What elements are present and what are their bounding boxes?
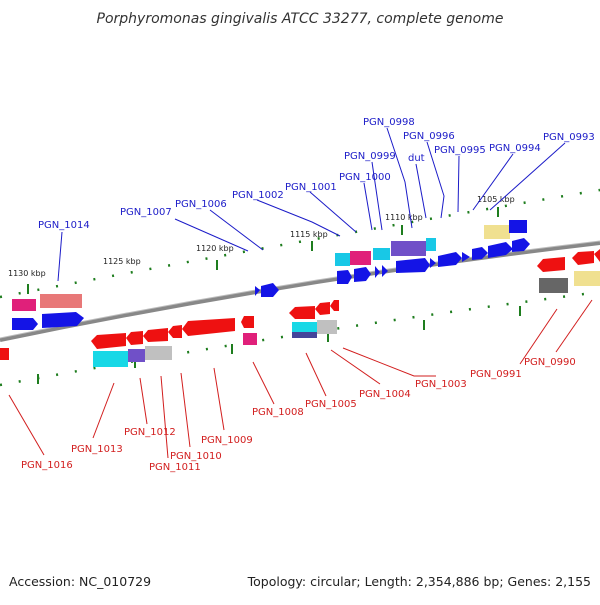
gene-label[interactable]: dut bbox=[408, 153, 425, 164]
gene-arrow-forward[interactable] bbox=[512, 238, 530, 252]
gene-arrow-forward[interactable] bbox=[396, 258, 430, 273]
gene-arrow-reverse[interactable] bbox=[0, 348, 9, 360]
cog-block[interactable] bbox=[243, 333, 257, 345]
gene-label[interactable]: PGN_1004 bbox=[359, 389, 411, 400]
scale-label: 1130 kbp bbox=[8, 269, 46, 278]
gene-label[interactable]: PGN_1002 bbox=[232, 190, 284, 201]
cog-block[interactable] bbox=[350, 251, 371, 265]
gene-label[interactable]: PGN_0999 bbox=[344, 151, 396, 162]
gene-arrow-forward[interactable] bbox=[382, 265, 388, 277]
gene-arrow-reverse[interactable] bbox=[330, 300, 339, 311]
genome-backbone bbox=[0, 241, 600, 342]
cog-block[interactable] bbox=[12, 299, 36, 311]
cog-block[interactable] bbox=[145, 346, 172, 360]
gene-label[interactable]: PGN_1006 bbox=[175, 199, 227, 210]
gene-arrow-forward[interactable] bbox=[472, 247, 488, 260]
reverse-labels: PGN_1016 PGN_1013 PGN_1012 PGN_1011 PGN_… bbox=[21, 357, 576, 473]
gene-label[interactable]: PGN_1013 bbox=[71, 444, 123, 455]
genome-summary-text: Topology: circular; Length: 2,354,886 bp… bbox=[247, 574, 591, 589]
gene-arrow-forward[interactable] bbox=[337, 270, 352, 284]
gene-arrow-forward[interactable] bbox=[430, 258, 436, 268]
gene-label[interactable]: PGN_1009 bbox=[201, 435, 253, 446]
gene-label[interactable]: PGN_1005 bbox=[305, 399, 357, 410]
outer-scale-arc bbox=[0, 188, 600, 299]
cog-block[interactable] bbox=[335, 253, 350, 266]
gene-arrow-reverse[interactable] bbox=[315, 302, 330, 315]
cog-block[interactable] bbox=[292, 322, 317, 332]
gene-label[interactable]: PGN_1000 bbox=[339, 172, 391, 183]
gene-label[interactable]: PGN_1010 bbox=[170, 451, 222, 462]
gene-label[interactable]: PGN_0998 bbox=[363, 117, 415, 128]
cog-block[interactable] bbox=[317, 320, 337, 334]
gene-arrow-reverse[interactable] bbox=[168, 325, 182, 338]
gene-arrow-forward[interactable] bbox=[354, 267, 371, 282]
gene-label[interactable]: PGN_0990 bbox=[524, 357, 576, 368]
accession-text: Accession: NC_010729 bbox=[9, 574, 151, 589]
gene-label[interactable]: PGN_1012 bbox=[124, 427, 176, 438]
gene-label[interactable]: PGN_1001 bbox=[285, 182, 337, 193]
gene-arrow-reverse[interactable] bbox=[143, 328, 168, 342]
cog-block[interactable] bbox=[373, 248, 390, 260]
cog-block[interactable] bbox=[93, 351, 128, 367]
cog-block[interactable] bbox=[128, 349, 145, 362]
gene-label[interactable]: PGN_1007 bbox=[120, 207, 172, 218]
gene-label[interactable]: PGN_1014 bbox=[38, 220, 90, 231]
gene-label[interactable]: PGN_0996 bbox=[403, 131, 455, 142]
gene-label[interactable]: PGN_0994 bbox=[489, 143, 541, 154]
gene-label[interactable]: PGN_0995 bbox=[434, 145, 486, 156]
gene-arrow-forward[interactable] bbox=[42, 312, 84, 328]
gene-arrow-reverse[interactable] bbox=[241, 316, 254, 328]
gene-arrow-reverse[interactable] bbox=[91, 333, 126, 349]
cog-block[interactable] bbox=[484, 225, 510, 239]
forward-labels: PGN_1014 PGN_1007 PGN_1006 PGN_1002 PGN_… bbox=[38, 117, 595, 231]
gene-arrow-reverse[interactable] bbox=[182, 318, 235, 336]
gene-arrow-forward[interactable] bbox=[488, 242, 513, 258]
gene-label[interactable]: PGN_1003 bbox=[415, 379, 467, 390]
scale-label: 1125 kbp bbox=[103, 257, 141, 266]
forward-leaders bbox=[57, 127, 566, 282]
gene-label[interactable]: PGN_1011 bbox=[149, 462, 201, 473]
gene-arrow-forward[interactable] bbox=[462, 252, 470, 262]
cog-block[interactable] bbox=[391, 241, 426, 256]
gene-arrow-reverse[interactable] bbox=[572, 251, 594, 265]
gene-label[interactable]: PGN_1008 bbox=[252, 407, 304, 418]
scale-label: 1115 kbp bbox=[290, 230, 328, 239]
cog-block[interactable] bbox=[426, 238, 436, 251]
gene-arrow-reverse[interactable] bbox=[594, 249, 600, 262]
reverse-leaders bbox=[8, 299, 593, 459]
gene-label[interactable]: PGN_0991 bbox=[470, 369, 522, 380]
gene-label[interactable]: PGN_0993 bbox=[543, 132, 595, 143]
cog-block[interactable] bbox=[539, 278, 568, 293]
gene-arrow-forward[interactable] bbox=[255, 286, 260, 296]
reverse-features bbox=[0, 249, 600, 367]
genome-title: Porphyromonas gingivalis ATCC 33277, com… bbox=[97, 11, 504, 27]
cog-block[interactable] bbox=[574, 271, 600, 286]
scale-label: 1105 kbp bbox=[477, 195, 515, 204]
scale-label: 1110 kbp bbox=[385, 213, 423, 222]
scale-label: 1120 kbp bbox=[196, 244, 234, 253]
cog-block[interactable] bbox=[292, 332, 317, 338]
gene-arrow-forward[interactable] bbox=[261, 283, 279, 297]
gene-arrow-forward[interactable] bbox=[375, 266, 380, 278]
gene-arrow-reverse[interactable] bbox=[537, 257, 565, 272]
gene-arrow-forward[interactable] bbox=[438, 252, 462, 267]
forward-features bbox=[12, 220, 530, 330]
gene-arrow-reverse[interactable] bbox=[126, 331, 143, 345]
gene-arrow-forward[interactable] bbox=[12, 318, 38, 330]
gene-arrow-reverse[interactable] bbox=[289, 306, 315, 319]
cog-block[interactable] bbox=[40, 294, 82, 308]
major-ticks-outer bbox=[27, 207, 499, 294]
cog-block[interactable] bbox=[509, 220, 527, 233]
major-ticks-inner bbox=[37, 306, 521, 384]
gene-label[interactable]: PGN_1016 bbox=[21, 460, 73, 471]
